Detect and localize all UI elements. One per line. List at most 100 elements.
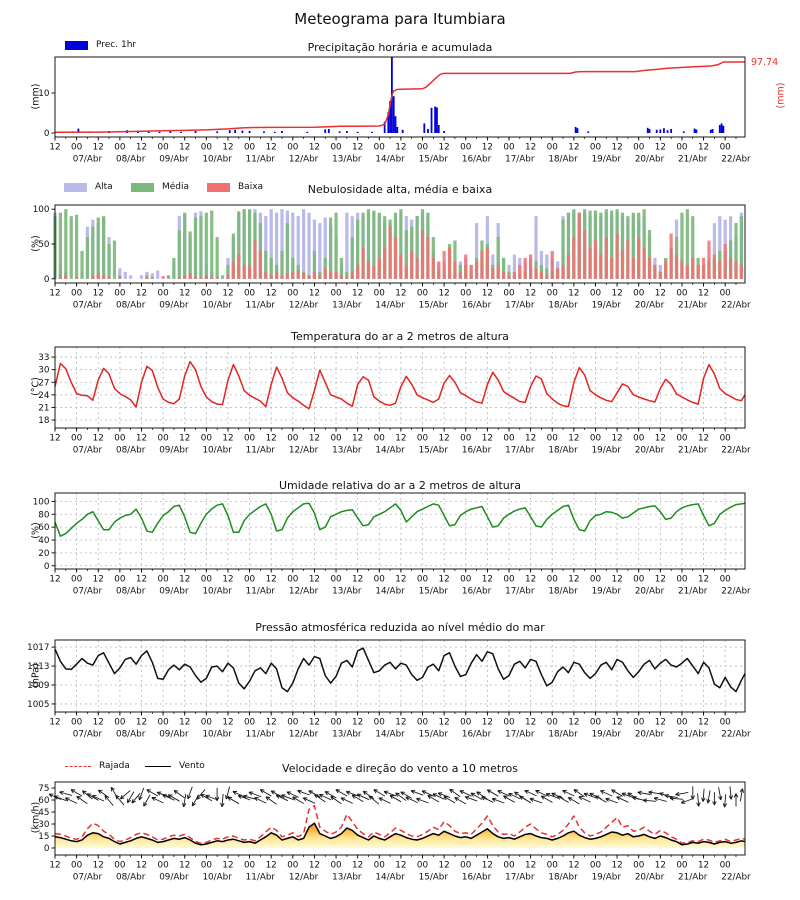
svg-text:12: 12 [179,575,190,585]
svg-text:16/Abr: 16/Abr [462,301,492,311]
svg-text:12: 12 [568,143,579,153]
svg-text:16/Abr: 16/Abr [462,730,492,740]
svg-text:00: 00 [633,861,645,871]
svg-text:00: 00 [114,289,126,299]
svg-text:18/Abr: 18/Abr [548,446,578,456]
svg-text:12: 12 [179,289,190,299]
svg-text:00: 00 [157,289,169,299]
svg-text:12: 12 [309,861,320,871]
svg-text:00: 00 [157,575,169,585]
svg-text:13/Abr: 13/Abr [332,301,362,311]
svg-text:14/Abr: 14/Abr [375,301,405,311]
svg-text:00: 00 [460,143,472,153]
svg-text:14/Abr: 14/Abr [375,587,405,597]
svg-text:12: 12 [309,718,320,728]
svg-text:12: 12 [136,718,147,728]
svg-text:00: 00 [547,718,559,728]
humidity-panel-title: Umidade relativa do ar a 2 metros de alt… [278,479,522,492]
svg-text:00: 00 [287,434,299,444]
svg-text:12: 12 [309,434,320,444]
svg-text:16/Abr: 16/Abr [462,873,492,883]
svg-text:12: 12 [266,575,277,585]
svg-text:22/Abr: 22/Abr [721,155,751,165]
svg-text:12/Abr: 12/Abr [289,730,319,740]
svg-text:12: 12 [136,143,147,153]
svg-text:12: 12 [93,575,104,585]
svg-text:12: 12 [395,289,406,299]
svg-text:0: 0 [44,844,50,854]
svg-text:12: 12 [309,575,320,585]
svg-text:12: 12 [568,861,579,871]
svg-text:12: 12 [568,289,579,299]
svg-text:12: 12 [611,861,622,871]
svg-text:15/Abr: 15/Abr [419,587,449,597]
svg-text:12: 12 [222,434,233,444]
svg-text:27: 27 [38,378,49,388]
svg-text:18/Abr: 18/Abr [548,587,578,597]
svg-text:15/Abr: 15/Abr [419,873,449,883]
svg-text:12: 12 [179,434,190,444]
svg-text:12: 12 [395,143,406,153]
svg-text:00: 00 [244,434,256,444]
svg-text:00: 00 [633,434,645,444]
svg-text:18: 18 [38,416,49,426]
svg-text:00: 00 [547,434,559,444]
humidity-y-axis-label: (%) [30,522,42,539]
svg-text:00: 00 [460,289,472,299]
precip-panel-title: Precipitação horária e acumulada [307,41,493,54]
clouds-alta-label: Alta [95,182,113,192]
svg-text:24: 24 [38,391,50,401]
svg-text:12: 12 [93,143,104,153]
svg-text:00: 00 [676,143,688,153]
svg-text:15/Abr: 15/Abr [419,446,449,456]
svg-text:00: 00 [720,861,732,871]
svg-text:00: 00 [633,143,645,153]
svg-text:09/Abr: 09/Abr [159,730,189,740]
svg-text:12: 12 [222,575,233,585]
svg-text:00: 00 [676,861,688,871]
svg-text:12: 12 [395,718,406,728]
svg-text:21: 21 [38,403,49,413]
svg-text:00: 00 [330,143,342,153]
svg-text:33: 33 [38,353,49,363]
svg-text:12: 12 [352,289,363,299]
accum-total-label: 97.74 [751,57,779,68]
svg-text:00: 00 [503,718,515,728]
svg-text:12: 12 [49,289,60,299]
svg-text:12: 12 [352,143,363,153]
svg-text:00: 00 [330,575,342,585]
svg-text:00: 00 [460,434,472,444]
svg-text:00: 00 [287,861,299,871]
svg-text:00: 00 [503,289,515,299]
svg-text:1005: 1005 [27,700,49,710]
svg-text:17/Abr: 17/Abr [505,730,535,740]
svg-text:00: 00 [417,434,429,444]
precip-legend-label: Prec. 1hr [96,40,137,50]
svg-text:12: 12 [49,718,60,728]
svg-text:10/Abr: 10/Abr [202,155,232,165]
svg-text:12: 12 [222,718,233,728]
svg-text:00: 00 [590,434,602,444]
svg-text:12/Abr: 12/Abr [289,587,319,597]
svg-text:12: 12 [93,434,104,444]
svg-text:00: 00 [503,143,515,153]
svg-text:12: 12 [93,289,104,299]
svg-text:12: 12 [655,289,666,299]
svg-text:11/Abr: 11/Abr [246,446,276,456]
svg-text:0: 0 [44,562,50,572]
svg-text:09/Abr: 09/Abr [159,446,189,456]
svg-text:07/Abr: 07/Abr [73,155,103,165]
svg-text:16/Abr: 16/Abr [462,587,492,597]
svg-text:21/Abr: 21/Abr [678,587,708,597]
svg-text:12: 12 [136,575,147,585]
svg-text:08/Abr: 08/Abr [116,155,146,165]
svg-text:20: 20 [38,549,50,559]
svg-text:1009: 1009 [27,681,49,691]
svg-text:12: 12 [93,861,104,871]
clouds-panel-title: Nebulosidade alta, média e baixa [307,183,493,196]
svg-text:20/Abr: 20/Abr [635,446,665,456]
svg-text:00: 00 [720,718,732,728]
svg-text:00: 00 [374,575,386,585]
svg-text:00: 00 [287,575,299,585]
svg-text:12: 12 [49,575,60,585]
